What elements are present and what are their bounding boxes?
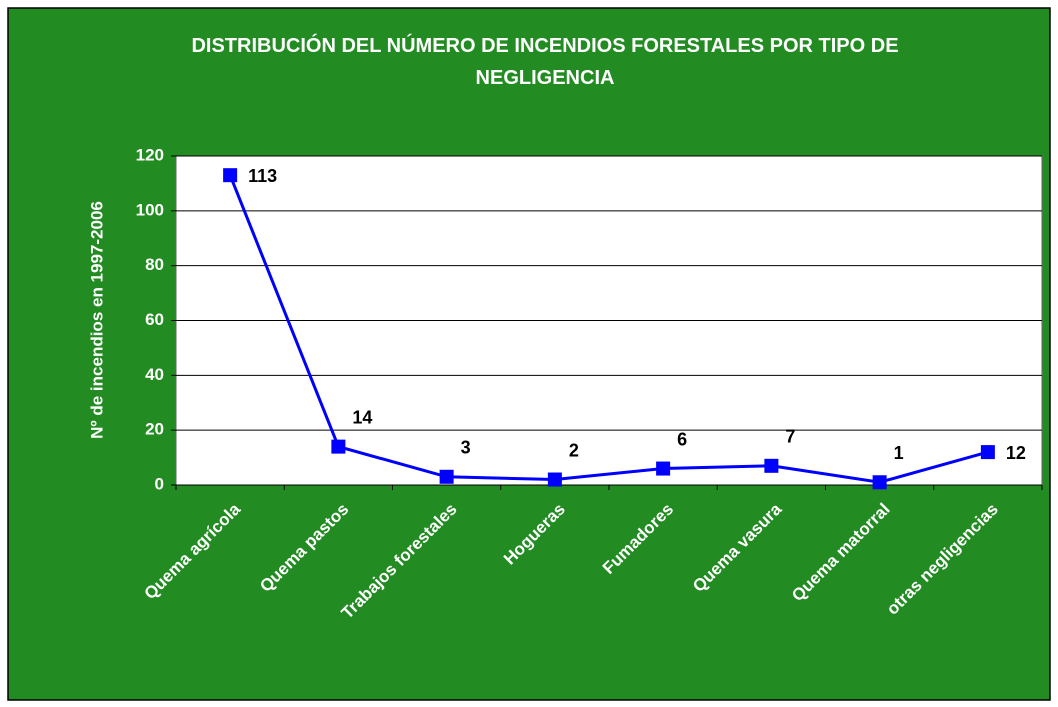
y-tick-label: 120 xyxy=(136,145,164,164)
data-label: 14 xyxy=(352,407,372,427)
data-point xyxy=(980,445,995,460)
data-label: 6 xyxy=(677,429,687,449)
y-tick-label: 20 xyxy=(145,420,164,439)
data-label: 7 xyxy=(785,427,795,447)
y-tick-label: 100 xyxy=(136,200,164,219)
y-tick-label: 80 xyxy=(145,255,164,274)
data-label: 12 xyxy=(1006,443,1026,463)
data-point xyxy=(656,461,671,476)
y-tick-label: 60 xyxy=(145,310,164,329)
data-point xyxy=(547,472,562,487)
data-label: 1 xyxy=(894,443,904,463)
data-label: 113 xyxy=(248,166,277,186)
data-point xyxy=(331,439,346,454)
chart-title: DISTRIBUCIÓN DEL NÚMERO DE INCENDIOS FOR… xyxy=(191,35,899,89)
y-tick-label: 40 xyxy=(145,365,164,384)
data-label: 2 xyxy=(569,440,579,460)
data-point xyxy=(764,458,779,473)
data-point xyxy=(223,168,238,183)
y-tick-label: 0 xyxy=(155,474,164,493)
data-point xyxy=(872,475,887,490)
data-point xyxy=(439,469,454,484)
data-label: 3 xyxy=(461,438,471,458)
y-axis-label: Nº de incendios en 1997-2006 xyxy=(87,201,106,439)
series-line xyxy=(228,174,989,484)
